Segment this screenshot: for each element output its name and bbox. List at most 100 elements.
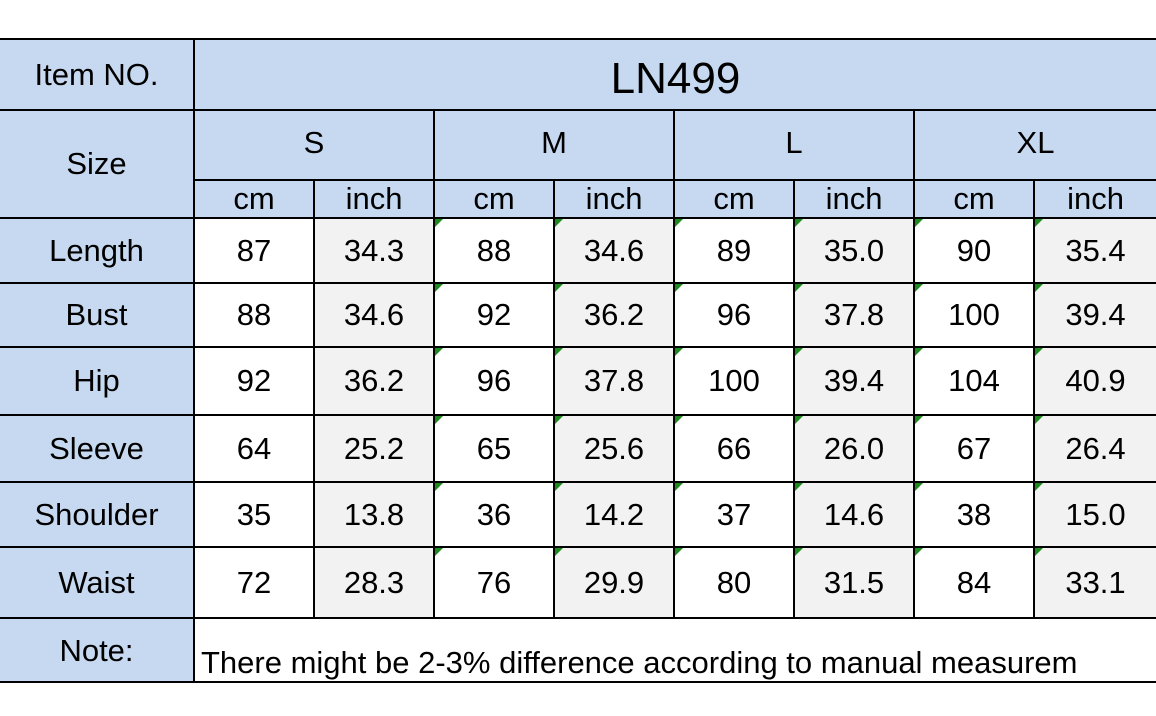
value-cell: 33.1 bbox=[1035, 548, 1156, 619]
value-cell-text: 87 bbox=[236, 232, 272, 268]
value-cell-text: 40.9 bbox=[1065, 363, 1126, 398]
row-label: Waist bbox=[0, 548, 195, 619]
value-cell-text: 35.0 bbox=[823, 232, 885, 268]
value-cell: 100 bbox=[675, 348, 795, 416]
value-cell: 14.6 bbox=[795, 483, 915, 548]
row-label: Sleeve bbox=[0, 416, 195, 483]
unit-header-text: inch bbox=[1067, 181, 1124, 216]
value-cell-text: 28.3 bbox=[343, 564, 405, 600]
value-cell: 26.0 bbox=[795, 416, 915, 483]
value-cell: 34.6 bbox=[315, 284, 435, 348]
value-cell-text: 34.6 bbox=[583, 232, 645, 268]
comment-marker bbox=[675, 548, 683, 556]
row-label-text: Shoulder bbox=[34, 496, 159, 532]
value-cell: 34.3 bbox=[315, 219, 435, 284]
comment-marker bbox=[1035, 348, 1043, 356]
value-cell-text: 88 bbox=[236, 297, 272, 332]
unit-header-text: inch bbox=[585, 181, 643, 216]
value-cell: 25.2 bbox=[315, 416, 435, 483]
value-cell: 25.6 bbox=[555, 416, 675, 483]
value-cell-text: 37.8 bbox=[823, 297, 885, 332]
comment-marker bbox=[795, 348, 803, 356]
value-cell: 96 bbox=[675, 284, 795, 348]
value-cell: 29.9 bbox=[555, 548, 675, 619]
comment-marker bbox=[435, 219, 443, 227]
comment-marker bbox=[795, 483, 803, 491]
value-cell-text: 104 bbox=[948, 363, 1000, 398]
unit-header-text: inch bbox=[345, 181, 403, 216]
value-cell-text: 25.6 bbox=[583, 430, 645, 466]
value-cell-text: 36.2 bbox=[343, 363, 405, 398]
comment-marker bbox=[555, 219, 563, 227]
value-cell: 80 bbox=[675, 548, 795, 619]
value-cell-text: 96 bbox=[716, 297, 752, 332]
value-cell-text: 84 bbox=[956, 564, 992, 600]
value-cell: 14.2 bbox=[555, 483, 675, 548]
value-cell: 36.2 bbox=[315, 348, 435, 416]
note-text-text: There might be 2-3% difference according… bbox=[201, 645, 1078, 680]
comment-marker bbox=[795, 219, 803, 227]
value-cell-text: 100 bbox=[948, 297, 1000, 332]
size-header: M bbox=[435, 111, 675, 181]
size-header-text: S bbox=[303, 125, 325, 160]
value-cell-text: 67 bbox=[956, 430, 992, 466]
comment-marker bbox=[915, 219, 923, 227]
comment-marker bbox=[555, 548, 563, 556]
value-cell-text: 35.4 bbox=[1065, 232, 1126, 268]
comment-marker bbox=[795, 284, 803, 292]
item-number-text: LN499 bbox=[610, 53, 741, 103]
value-cell: 84 bbox=[915, 548, 1035, 619]
value-cell: 35.0 bbox=[795, 219, 915, 284]
value-cell-text: 66 bbox=[716, 430, 752, 466]
note-label: Note: bbox=[0, 619, 195, 683]
comment-marker bbox=[555, 416, 563, 424]
comment-marker bbox=[915, 483, 923, 491]
value-cell-text: 90 bbox=[956, 232, 992, 268]
comment-marker bbox=[555, 483, 563, 491]
row-label-text: Sleeve bbox=[49, 430, 144, 466]
note-text: There might be 2-3% difference according… bbox=[195, 619, 1156, 683]
unit-header-text: cm bbox=[713, 181, 755, 216]
comment-marker bbox=[1035, 483, 1043, 491]
value-cell-text: 36.2 bbox=[583, 297, 645, 332]
value-cell: 13.8 bbox=[315, 483, 435, 548]
unit-header: inch bbox=[795, 181, 915, 219]
value-cell-text: 100 bbox=[708, 363, 760, 398]
value-cell-text: 26.4 bbox=[1065, 430, 1126, 466]
value-cell: 31.5 bbox=[795, 548, 915, 619]
comment-marker bbox=[675, 284, 683, 292]
value-cell-text: 31.5 bbox=[823, 564, 885, 600]
comment-marker bbox=[915, 548, 923, 556]
value-cell-text: 80 bbox=[716, 564, 752, 600]
value-cell: 36 bbox=[435, 483, 555, 548]
comment-marker bbox=[795, 416, 803, 424]
value-cell: 34.6 bbox=[555, 219, 675, 284]
value-cell: 76 bbox=[435, 548, 555, 619]
value-cell-text: 92 bbox=[236, 363, 272, 398]
value-cell: 35 bbox=[195, 483, 315, 548]
value-cell: 87 bbox=[195, 219, 315, 284]
unit-header: cm bbox=[435, 181, 555, 219]
value-cell-text: 88 bbox=[476, 232, 512, 268]
unit-header: inch bbox=[1035, 181, 1156, 219]
value-cell: 67 bbox=[915, 416, 1035, 483]
comment-marker bbox=[915, 416, 923, 424]
unit-header-text: cm bbox=[953, 181, 995, 216]
value-cell: 39.4 bbox=[795, 348, 915, 416]
value-cell: 96 bbox=[435, 348, 555, 416]
size-label-text: Size bbox=[66, 146, 127, 181]
comment-marker bbox=[1035, 416, 1043, 424]
value-cell-text: 96 bbox=[476, 363, 512, 398]
value-cell: 64 bbox=[195, 416, 315, 483]
size-header-text: M bbox=[541, 125, 567, 160]
comment-marker bbox=[675, 219, 683, 227]
value-cell-text: 34.3 bbox=[343, 232, 405, 268]
comment-marker bbox=[1035, 284, 1043, 292]
comment-marker bbox=[675, 483, 683, 491]
value-cell: 72 bbox=[195, 548, 315, 619]
comment-marker bbox=[435, 348, 443, 356]
row-label: Shoulder bbox=[0, 483, 195, 548]
size-header: L bbox=[675, 111, 915, 181]
value-cell: 36.2 bbox=[555, 284, 675, 348]
